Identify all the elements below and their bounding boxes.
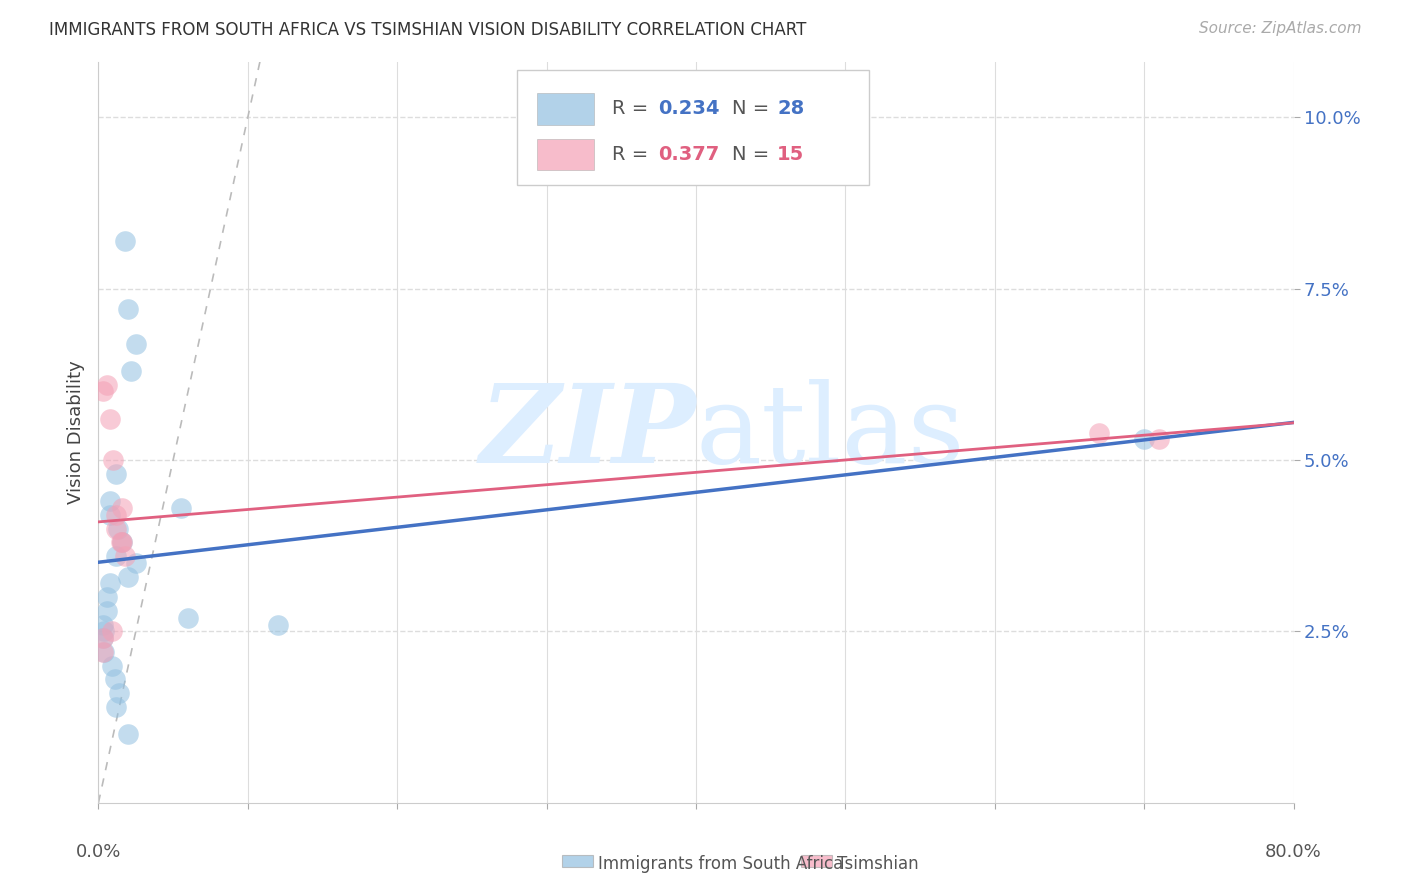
Point — [169, 501, 191, 516]
Point — [1133, 433, 1156, 447]
FancyBboxPatch shape — [537, 138, 595, 169]
Point — [93, 645, 115, 659]
Point — [1147, 433, 1170, 447]
Point — [101, 624, 124, 639]
Point — [105, 699, 128, 714]
Point — [105, 467, 128, 481]
Text: atlas: atlas — [696, 379, 966, 486]
Point — [111, 501, 134, 516]
Point — [91, 645, 114, 659]
Point — [125, 336, 148, 351]
Point — [117, 302, 139, 317]
Point — [96, 377, 118, 392]
Point — [111, 535, 134, 549]
Text: 0.234: 0.234 — [658, 100, 720, 119]
FancyBboxPatch shape — [537, 94, 595, 125]
Point — [91, 632, 114, 646]
Text: Source: ZipAtlas.com: Source: ZipAtlas.com — [1198, 21, 1361, 36]
Text: Immigrants from South Africa: Immigrants from South Africa — [598, 855, 842, 872]
Point — [117, 727, 139, 741]
Point — [91, 617, 114, 632]
Point — [104, 673, 127, 687]
Point — [117, 569, 139, 583]
Point — [98, 508, 122, 522]
Point — [98, 412, 122, 426]
Text: N =: N = — [733, 100, 775, 119]
Point — [114, 234, 136, 248]
Point — [108, 686, 131, 700]
Point — [93, 624, 115, 639]
Point — [101, 658, 124, 673]
Point — [110, 535, 132, 549]
Text: IMMIGRANTS FROM SOUTH AFRICA VS TSIMSHIAN VISION DISABILITY CORRELATION CHART: IMMIGRANTS FROM SOUTH AFRICA VS TSIMSHIA… — [49, 21, 807, 38]
Point — [267, 617, 290, 632]
Text: 80.0%: 80.0% — [1265, 843, 1322, 861]
Point — [96, 590, 118, 604]
Text: 15: 15 — [778, 145, 804, 163]
Point — [177, 610, 200, 624]
Text: N =: N = — [733, 145, 775, 163]
Point — [1088, 425, 1111, 440]
Text: 0.0%: 0.0% — [76, 843, 121, 861]
FancyBboxPatch shape — [517, 70, 869, 185]
Text: Tsimshian: Tsimshian — [837, 855, 918, 872]
Y-axis label: Vision Disability: Vision Disability — [66, 360, 84, 505]
Point — [114, 549, 136, 563]
Point — [105, 522, 128, 536]
Point — [111, 535, 134, 549]
Text: ZIP: ZIP — [479, 379, 696, 486]
Text: 28: 28 — [778, 100, 804, 119]
Point — [105, 549, 128, 563]
Point — [98, 494, 122, 508]
Text: R =: R = — [613, 100, 655, 119]
Point — [125, 556, 148, 570]
Point — [103, 453, 125, 467]
Text: R =: R = — [613, 145, 655, 163]
Point — [96, 604, 118, 618]
Point — [91, 632, 114, 646]
Point — [91, 384, 114, 399]
Point — [107, 522, 129, 536]
Point — [120, 364, 142, 378]
Text: 0.377: 0.377 — [658, 145, 718, 163]
Point — [105, 508, 128, 522]
Point — [98, 576, 122, 591]
